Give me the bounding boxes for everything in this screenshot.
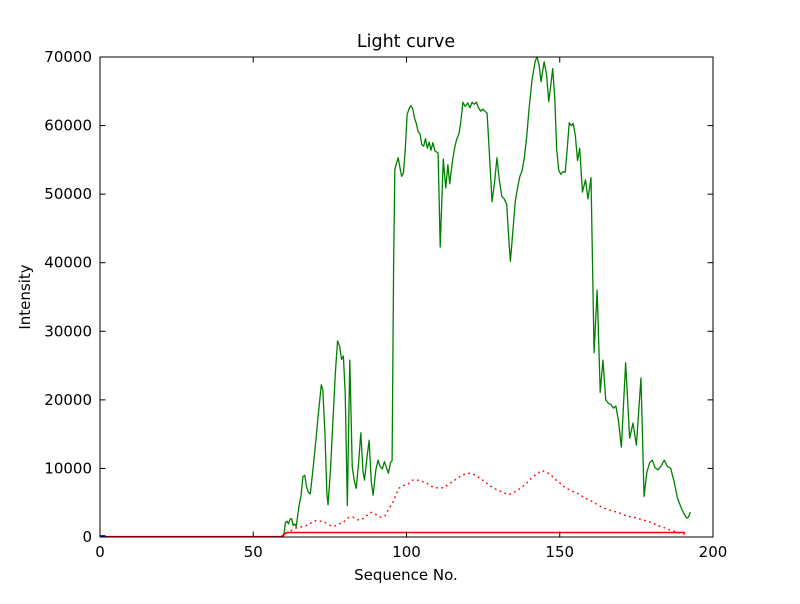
y-tick-label: 30000 (44, 322, 92, 340)
x-tick-label: 100 (392, 543, 421, 561)
y-axis-label: Intensity (16, 264, 34, 329)
secondary-light-curve-line (100, 469, 689, 538)
x-axis-label: Sequence No. (354, 566, 458, 584)
y-tick-label: 60000 (44, 117, 92, 135)
main-light-curve-line (100, 56, 691, 538)
tick-labels-group: 0 50 100 150 200 0 10000 20000 30000 40000 50000 60… (44, 48, 727, 561)
x-tick-label: 0 (95, 543, 105, 561)
y-tick-label: 40000 (44, 254, 92, 272)
y-tick-label: 10000 (44, 459, 92, 477)
y-tick-label: 20000 (44, 391, 92, 409)
x-tick-label: 150 (545, 543, 574, 561)
ticks-group (99, 56, 714, 538)
x-tick-label: 50 (244, 543, 263, 561)
y-tick-label: 70000 (44, 48, 92, 66)
x-tick-label: 200 (699, 543, 728, 561)
y-tick-label: 50000 (44, 185, 92, 203)
chart-title: Light curve (357, 32, 455, 52)
y-tick-label: 0 (82, 528, 92, 546)
